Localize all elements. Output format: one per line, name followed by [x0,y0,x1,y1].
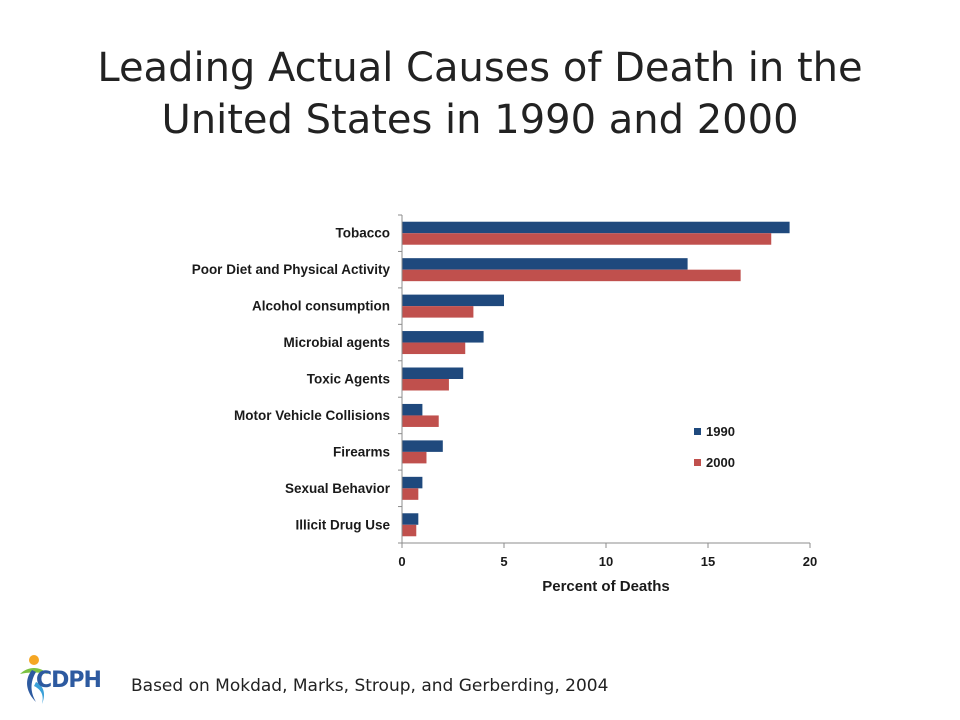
bar-2000-6 [402,451,427,464]
slide-title: Leading Actual Causes of Death in the Un… [97,45,863,143]
x-tick-label: 0 [398,554,405,569]
category-label: Toxic Agents [307,372,390,387]
bar-2000-4 [402,379,449,391]
category-label: Microbial agents [283,335,390,350]
category-label: Tobacco [335,226,390,241]
bar-1990-6 [402,440,443,452]
x-tick-labels: 0 5 10 15 20 [398,554,817,569]
bar-1990-4 [402,367,464,379]
bar-1990-3 [402,331,484,343]
bar-1990-5 [402,403,423,416]
category-label: Alcohol consumption [252,299,390,314]
category-label: Firearms [333,444,390,459]
x-tick-label: 10 [599,554,613,569]
x-tick-label: 15 [701,554,715,569]
chart-axes [398,214,811,548]
legend-swatch-1990 [694,428,701,435]
legend-swatch-2000 [694,459,701,466]
category-labels: Tobacco Poor Diet and Physical Activity Al… [192,226,391,533]
bar-1990-0 [402,221,790,234]
figure-logo-icon [20,655,48,704]
bar-2000-3 [402,342,466,355]
bar-1990-2 [402,294,504,307]
chart-legend: 1990 2000 [694,424,735,470]
cdph-logo: CDPH [14,652,114,712]
chart-bars [402,221,790,537]
x-axis-title: Percent of Deaths [542,578,670,595]
category-label: Motor Vehicle Collisions [234,408,390,423]
bar-2000-2 [402,306,474,318]
x-tick-label: 5 [500,554,507,569]
bar-2000-5 [402,415,439,427]
x-tick-label: 20 [803,554,817,569]
logo-text: CDPH [36,668,102,693]
legend-label: 2000 [706,455,735,470]
category-label: Sexual Behavior [285,481,391,496]
bar-2000-7 [402,488,419,500]
bar-1990-1 [402,258,688,270]
bar-2000-1 [402,269,741,282]
bar-2000-8 [402,524,417,537]
bar-1990-8 [402,513,419,525]
category-label: Poor Diet and Physical Activity [192,262,391,277]
legend-label: 1990 [706,424,735,439]
bar-1990-7 [402,476,423,489]
category-label: Illicit Drug Use [295,517,390,532]
source-footnote: Based on Mokdad, Marks, Stroup, and Gerb… [131,676,609,696]
bar-2000-0 [402,233,772,245]
